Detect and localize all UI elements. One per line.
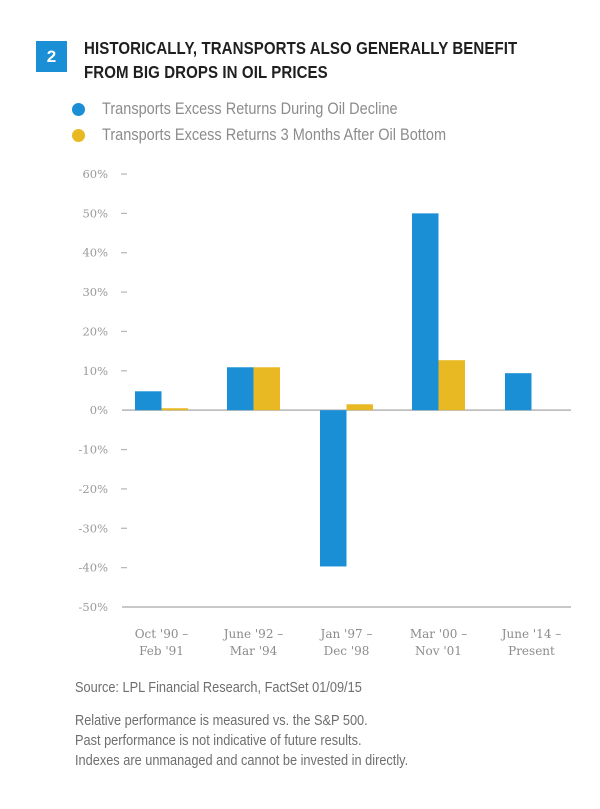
- y-tick-label: 20%: [82, 324, 108, 338]
- legend-label: Transports Excess Returns 3 Months After…: [102, 125, 447, 144]
- bar-oil-decline: [505, 373, 532, 411]
- bar-oil-decline: [227, 367, 254, 411]
- x-category-label: Nov '01: [415, 644, 462, 658]
- y-tick-label: -50%: [79, 600, 109, 614]
- disclaimer-line: Relative performance is measured vs. the…: [75, 713, 368, 729]
- source-note: Source: LPL Financial Research, FactSet …: [75, 680, 362, 696]
- y-tick-label: -40%: [79, 561, 109, 575]
- y-tick-label: -10%: [79, 443, 109, 457]
- y-tick-label: 10%: [82, 364, 108, 378]
- legend-marker-blue-icon: [72, 102, 85, 116]
- legend-item-oil-decline: Transports Excess Returns During Oil Dec…: [72, 96, 493, 122]
- bar-after-oil-bottom: [161, 408, 188, 411]
- legend-marker-yellow-icon: [72, 128, 85, 142]
- x-category-label: Jan '97 –: [319, 627, 373, 641]
- bar-oil-decline: [135, 391, 162, 411]
- chart-title-line-1: HISTORICALLY, TRANSPORTS ALSO GENERALLY …: [84, 38, 518, 58]
- chart-title-line-2: FROM BIG DROPS IN OIL PRICES: [84, 62, 328, 82]
- legend-label: Transports Excess Returns During Oil Dec…: [102, 99, 398, 118]
- x-category-label: Mar '00 –: [410, 627, 467, 641]
- disclaimer-line: Indexes are unmanaged and cannot be inve…: [75, 753, 409, 769]
- y-tick-label: 60%: [82, 167, 108, 181]
- bar-oil-decline: [320, 410, 347, 567]
- x-category-label: Dec '98: [324, 644, 370, 658]
- x-category-label: Feb '91: [139, 644, 184, 658]
- figure-number-badge: 2: [36, 41, 67, 72]
- x-category-label: Oct '90 –: [135, 627, 189, 641]
- bar-oil-decline: [412, 213, 439, 411]
- x-category-label: Mar '94: [230, 644, 278, 658]
- y-tick-label: -30%: [79, 521, 109, 535]
- disclaimer-notes: Relative performance is measured vs. the…: [75, 711, 408, 771]
- bar-after-oil-bottom: [438, 360, 465, 411]
- figure-number: 2: [46, 46, 57, 66]
- y-tick-label: 30%: [82, 285, 108, 299]
- bar-after-oil-bottom: [346, 404, 373, 411]
- x-category-label: June '14 –: [500, 627, 562, 641]
- x-category-label: June '92 –: [222, 627, 284, 641]
- y-tick-label: 50%: [82, 206, 108, 220]
- y-tick-label: 0%: [90, 403, 108, 417]
- legend: Transports Excess Returns During Oil Dec…: [72, 96, 493, 148]
- bar-chart: 60% 50% 40% 30% 20% 10% 0% -10% -20% -30% -40% -50%…: [79, 167, 571, 658]
- y-tick-label: -20%: [79, 482, 109, 496]
- chart-title: HISTORICALLY, TRANSPORTS ALSO GENERALLY …: [84, 36, 518, 84]
- y-tick-label: 40%: [82, 246, 108, 260]
- legend-item-after-oil-bottom: Transports Excess Returns 3 Months After…: [72, 122, 493, 148]
- x-category-label: Present: [508, 644, 555, 658]
- bar-after-oil-bottom: [253, 367, 280, 411]
- disclaimer-line: Past performance is not indicative of fu…: [75, 733, 362, 749]
